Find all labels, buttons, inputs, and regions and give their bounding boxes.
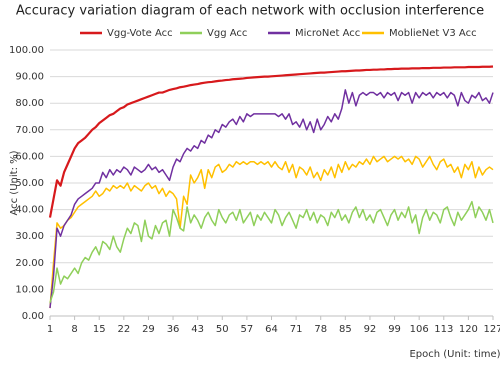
- x-tick-label: 50: [216, 324, 229, 335]
- y-axis-label: Acc (Unit: %): [9, 150, 20, 215]
- y-tick-label: 60.00: [15, 151, 44, 162]
- x-tick-label: 1: [47, 324, 53, 335]
- y-tick-label: 30.00: [15, 231, 44, 242]
- x-tick-label: 36: [167, 324, 180, 335]
- y-tick-label: 20.00: [15, 258, 44, 269]
- legend-label: MoblieNet V3 Acc: [389, 28, 477, 39]
- series-line: [49, 200, 494, 303]
- x-tick-label: 113: [434, 324, 453, 335]
- x-tick-label: 15: [93, 324, 106, 335]
- y-tick-label: 100.00: [9, 45, 44, 56]
- x-axis-label: Epoch (Unit: time): [409, 349, 500, 360]
- x-tick-label: 120: [459, 324, 478, 335]
- x-tick-label: 106: [410, 324, 429, 335]
- y-tick-label: 0.00: [22, 311, 44, 322]
- series-line: [49, 155, 494, 309]
- series-line: [48, 65, 494, 218]
- x-tick-label: 43: [191, 324, 204, 335]
- x-tick-label: 92: [364, 324, 377, 335]
- y-tick-label: 80.00: [15, 98, 44, 109]
- y-tick-label: 10.00: [15, 284, 44, 295]
- x-tick-label: 99: [388, 324, 401, 335]
- x-tick-label: 71: [290, 324, 303, 335]
- y-tick-label: 40.00: [15, 205, 44, 216]
- x-tick-label: 29: [142, 324, 155, 335]
- x-tick-label: 8: [71, 324, 77, 335]
- y-tick-label: 70.00: [15, 125, 44, 136]
- legend-label: Vgg-Vote Acc: [107, 28, 173, 39]
- x-tick-label: 78: [314, 324, 327, 335]
- x-tick-label: 85: [339, 324, 352, 335]
- x-tick-label: 22: [117, 324, 130, 335]
- x-tick-label: 127: [483, 324, 500, 335]
- x-tick-label: 57: [241, 324, 254, 335]
- y-tick-label: 90.00: [15, 72, 44, 83]
- chart-title: Accuracy variation diagram of each netwo…: [16, 4, 484, 19]
- legend-label: MicroNet Acc: [295, 28, 360, 39]
- legend-label: Vgg Acc: [207, 28, 247, 39]
- y-tick-label: 50.00: [15, 178, 44, 189]
- x-tick-label: 64: [265, 324, 278, 335]
- series-line: [49, 89, 494, 309]
